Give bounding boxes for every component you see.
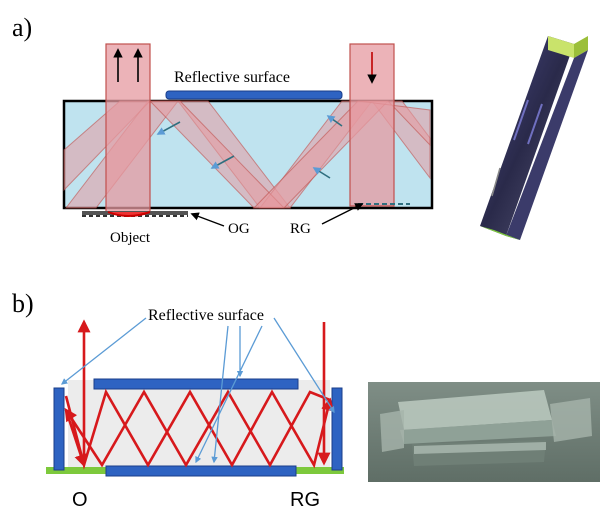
- waveguide-3d-render: [480, 36, 588, 240]
- waveguide-region: [68, 380, 330, 468]
- rg-label-b: RG: [290, 489, 320, 511]
- left-mirror: [53, 387, 65, 471]
- right-mirror: [331, 387, 343, 471]
- direction-arrows: [156, 115, 343, 179]
- bottom-mirror: [105, 465, 297, 477]
- leader-lines: [60, 317, 335, 464]
- prototype-photo: [368, 382, 600, 482]
- panel-b: b) Reflective surface O RG: [12, 289, 600, 511]
- panel-b-label: b): [12, 289, 34, 318]
- reference-grating-green: [296, 467, 344, 474]
- o-label: O: [72, 489, 88, 511]
- object-grating-green: [46, 467, 106, 474]
- rg-pointer: [321, 203, 364, 225]
- object-highlight: [107, 211, 151, 217]
- reflective-surface-label: Reflective surface: [174, 69, 290, 86]
- og-label: OG: [228, 221, 250, 237]
- reflective-surface-bar: [165, 90, 343, 100]
- output-beam: [105, 43, 151, 213]
- rg-label: RG: [290, 221, 311, 237]
- reflective-surface-label-b: Reflective surface: [148, 307, 264, 324]
- og-pointer: [190, 212, 225, 227]
- top-mirror: [93, 378, 299, 390]
- panel-a-label: a): [12, 13, 32, 42]
- object-label: Object: [110, 230, 151, 246]
- panel-a: a) Reflective surface: [12, 13, 588, 246]
- ray-paths: [64, 319, 334, 470]
